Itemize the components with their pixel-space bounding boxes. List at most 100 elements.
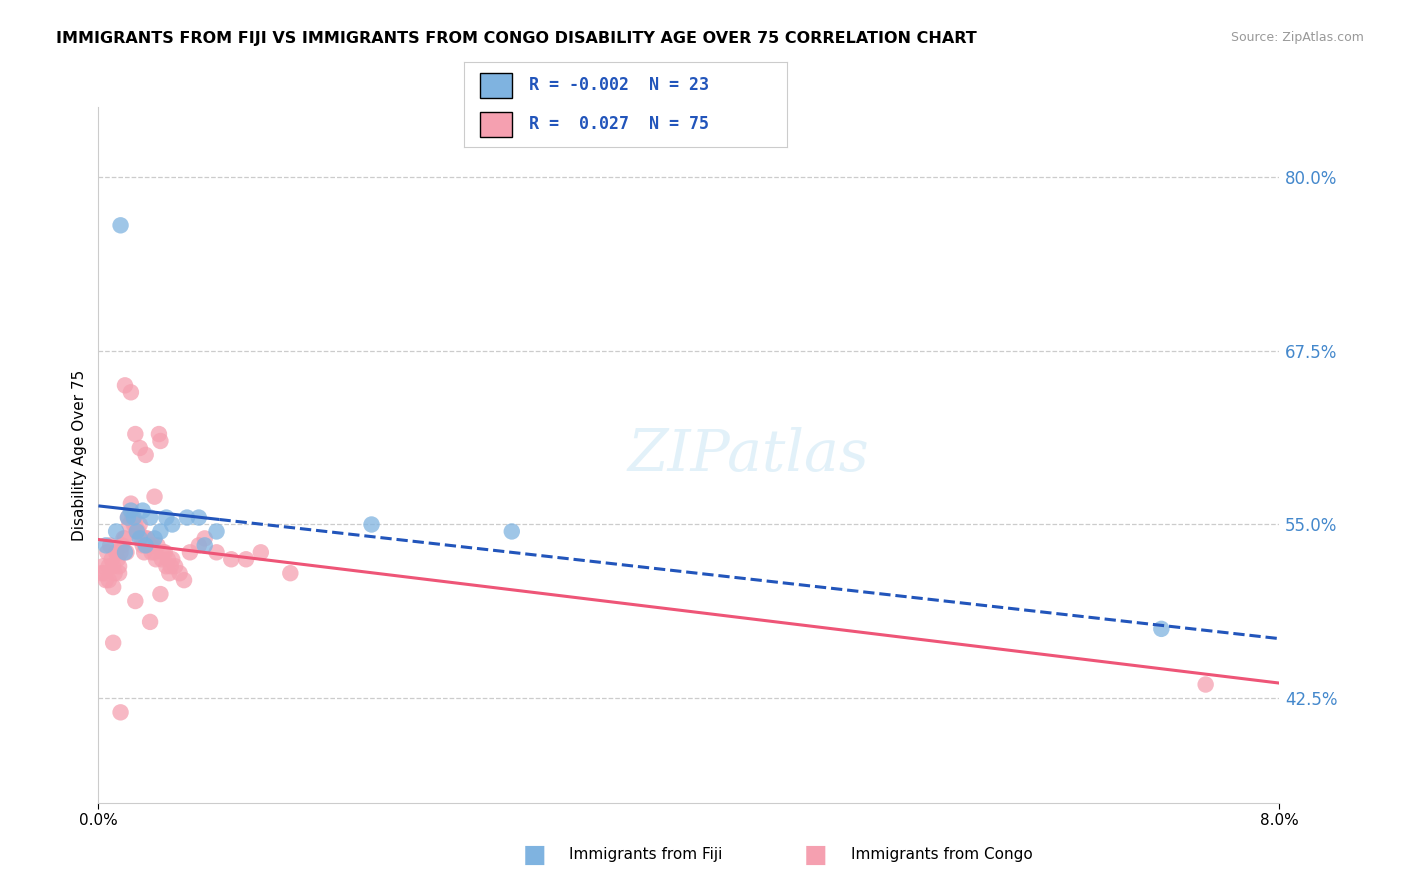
Point bbox=[100, 552, 122, 566]
Point bbox=[94, 538, 117, 552]
Text: ZIPatlas: ZIPatlas bbox=[627, 426, 869, 483]
Point bbox=[155, 559, 177, 574]
Point bbox=[278, 566, 302, 581]
Point bbox=[135, 448, 157, 462]
Point bbox=[149, 587, 172, 601]
Text: Immigrants from Fiji: Immigrants from Fiji bbox=[569, 847, 723, 862]
Point bbox=[127, 524, 149, 539]
Point bbox=[107, 552, 129, 566]
Point bbox=[205, 545, 228, 559]
Text: ■: ■ bbox=[523, 843, 546, 866]
Text: R = -0.002  N = 23: R = -0.002 N = 23 bbox=[529, 77, 709, 95]
Point bbox=[156, 552, 179, 566]
Point bbox=[165, 559, 187, 574]
Point bbox=[108, 566, 131, 581]
Point bbox=[112, 532, 135, 546]
Point bbox=[90, 566, 112, 581]
Point bbox=[179, 545, 201, 559]
Point bbox=[129, 532, 152, 546]
Point bbox=[124, 594, 146, 608]
Point bbox=[132, 503, 155, 517]
Point bbox=[97, 559, 120, 574]
FancyBboxPatch shape bbox=[481, 72, 513, 98]
Point bbox=[128, 532, 150, 546]
Point bbox=[169, 566, 191, 581]
Point bbox=[114, 378, 136, 392]
Point bbox=[205, 524, 228, 539]
Point bbox=[139, 510, 162, 524]
Point bbox=[187, 510, 209, 524]
Point bbox=[143, 490, 166, 504]
Point bbox=[142, 538, 165, 552]
Point bbox=[97, 573, 120, 587]
Point bbox=[501, 524, 523, 539]
Point bbox=[219, 552, 242, 566]
Point bbox=[103, 580, 125, 594]
Point bbox=[122, 510, 145, 524]
Point bbox=[91, 559, 114, 574]
Point bbox=[235, 552, 257, 566]
Point bbox=[138, 538, 160, 552]
Point bbox=[143, 532, 166, 546]
Point bbox=[139, 615, 162, 629]
Point bbox=[162, 552, 183, 566]
Point bbox=[93, 566, 115, 581]
Point bbox=[135, 532, 157, 546]
Point bbox=[94, 573, 117, 587]
Point bbox=[117, 510, 139, 524]
Point bbox=[110, 545, 132, 559]
Point bbox=[103, 559, 125, 574]
Text: Immigrants from Congo: Immigrants from Congo bbox=[851, 847, 1032, 862]
Text: Source: ZipAtlas.com: Source: ZipAtlas.com bbox=[1230, 31, 1364, 45]
Point bbox=[103, 636, 125, 650]
Point bbox=[111, 538, 134, 552]
Y-axis label: Disability Age Over 75: Disability Age Over 75 bbox=[72, 369, 87, 541]
Point bbox=[121, 510, 143, 524]
Point bbox=[141, 545, 163, 559]
Point bbox=[143, 545, 166, 559]
Point bbox=[1150, 622, 1173, 636]
Point bbox=[110, 706, 132, 720]
Point bbox=[136, 532, 159, 546]
Point bbox=[139, 538, 162, 552]
Point bbox=[134, 545, 156, 559]
Point bbox=[96, 545, 118, 559]
Point bbox=[149, 524, 172, 539]
Point bbox=[120, 385, 142, 400]
Point bbox=[162, 517, 183, 532]
Point bbox=[114, 532, 136, 546]
Text: R =  0.027  N = 75: R = 0.027 N = 75 bbox=[529, 115, 709, 133]
Point bbox=[124, 427, 146, 442]
Point bbox=[98, 538, 121, 552]
Point bbox=[152, 545, 174, 559]
Point bbox=[176, 510, 198, 524]
Point bbox=[194, 532, 217, 546]
Point bbox=[108, 559, 131, 574]
Point bbox=[132, 538, 155, 552]
Point bbox=[155, 510, 177, 524]
Point bbox=[122, 517, 145, 532]
Point bbox=[124, 517, 146, 532]
Point bbox=[153, 545, 176, 559]
Point bbox=[146, 538, 169, 552]
Point bbox=[135, 538, 157, 552]
Point bbox=[148, 427, 170, 442]
Point bbox=[1194, 677, 1216, 691]
Text: ■: ■ bbox=[804, 843, 827, 866]
Point bbox=[360, 517, 382, 532]
Text: IMMIGRANTS FROM FIJI VS IMMIGRANTS FROM CONGO DISABILITY AGE OVER 75 CORRELATION: IMMIGRANTS FROM FIJI VS IMMIGRANTS FROM … bbox=[56, 31, 977, 46]
Point bbox=[114, 545, 136, 559]
Point bbox=[117, 510, 139, 524]
Point bbox=[145, 552, 167, 566]
Point bbox=[120, 503, 142, 517]
Point bbox=[105, 524, 128, 539]
Point bbox=[125, 524, 148, 539]
Point bbox=[110, 219, 132, 233]
Point bbox=[194, 538, 217, 552]
Point bbox=[187, 538, 209, 552]
Point bbox=[250, 545, 273, 559]
Point bbox=[118, 517, 141, 532]
Point bbox=[128, 441, 150, 455]
Point bbox=[128, 517, 150, 532]
FancyBboxPatch shape bbox=[481, 112, 513, 137]
